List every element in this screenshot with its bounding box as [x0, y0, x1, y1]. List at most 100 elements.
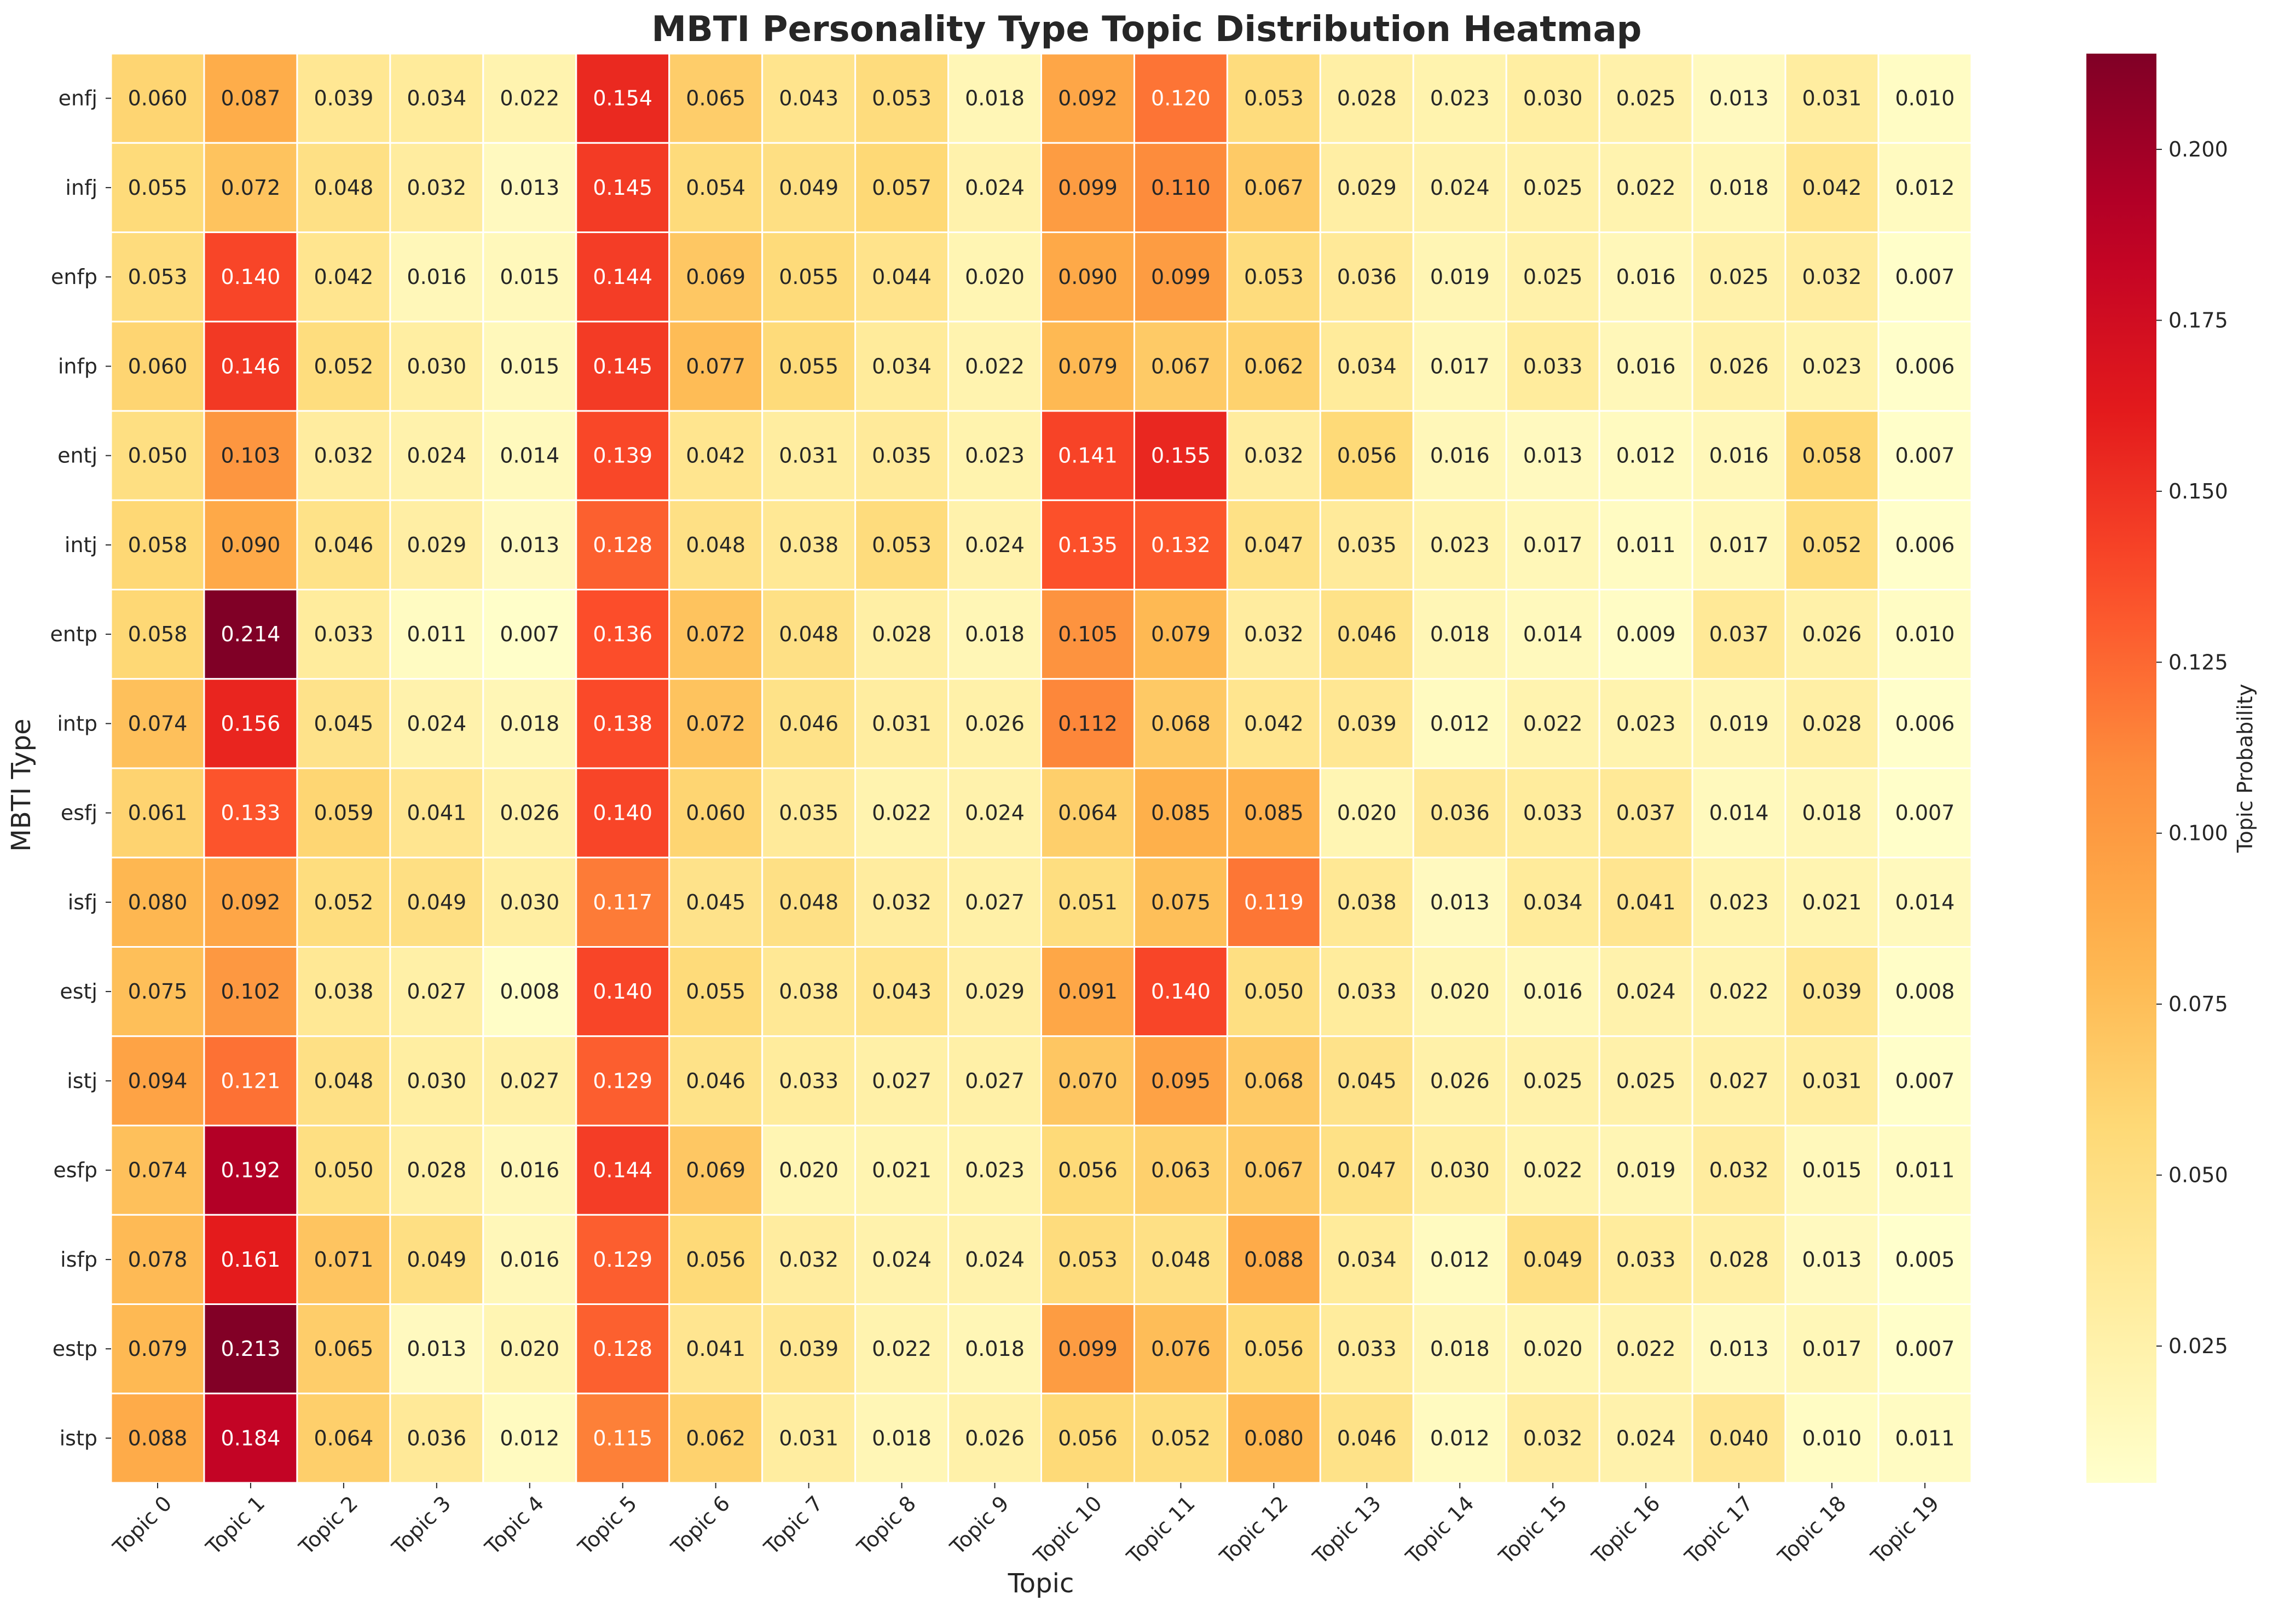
heatmap-cell [1598, 1035, 1693, 1127]
cell-value-label: 0.031 [779, 444, 838, 468]
cell-value-label: 0.038 [779, 979, 838, 1004]
cell-value-label: 0.128 [593, 533, 652, 557]
y-tick-label: isfp [60, 1248, 97, 1272]
cell-value-label: 0.017 [1802, 1337, 1862, 1361]
cell-value-label: 0.065 [686, 86, 745, 111]
heatmap-cell [110, 856, 205, 948]
cell-value-label: 0.013 [500, 533, 559, 557]
cell-value-label: 0.048 [314, 1069, 373, 1093]
cell-value-label: 0.025 [1616, 1069, 1676, 1093]
heatmap-cell [1226, 856, 1321, 948]
heatmap-cell [1877, 53, 1973, 144]
x-tick-label: Topic 16 [1587, 1491, 1664, 1569]
heatmap-cell [668, 678, 764, 769]
heatmap-cell [482, 1035, 577, 1127]
heatmap-cell [1412, 678, 1507, 769]
cell-value-label: 0.032 [1802, 265, 1862, 289]
cell-value-label: 0.140 [221, 265, 281, 289]
cell-value-label: 0.046 [1337, 622, 1397, 646]
cell-value-label: 0.028 [1337, 86, 1397, 111]
cell-value-label: 0.121 [221, 1069, 281, 1093]
heatmap-cell [1133, 1214, 1228, 1305]
heatmap-cell [1877, 1214, 1973, 1305]
heatmap-cell [575, 1124, 670, 1216]
cell-value-label: 0.016 [1616, 354, 1676, 378]
heatmap-cell [668, 410, 764, 501]
heatmap-cell [1877, 1393, 1973, 1484]
cell-value-label: 0.055 [686, 979, 745, 1004]
cell-value-label: 0.033 [1337, 979, 1397, 1004]
cell-value-label: 0.072 [221, 176, 281, 200]
cell-value-label: 0.030 [1523, 86, 1583, 111]
heatmap-cell [761, 142, 857, 233]
cell-value-label: 0.022 [872, 1337, 932, 1361]
cell-value-label: 0.026 [1802, 622, 1862, 646]
cell-value-label: 0.014 [1709, 801, 1769, 825]
x-tick-label: Topic 1 [201, 1491, 269, 1559]
cell-value-label: 0.020 [965, 265, 1025, 289]
cell-value-label: 0.039 [1802, 979, 1862, 1004]
cell-value-label: 0.041 [1616, 890, 1676, 914]
cell-value-label: 0.068 [1244, 1069, 1304, 1093]
heatmap-cell [761, 499, 857, 590]
cell-value-label: 0.090 [1058, 265, 1118, 289]
heatmap-cell [1319, 410, 1414, 501]
cell-value-label: 0.012 [1616, 444, 1676, 468]
cell-value-label: 0.022 [1523, 711, 1583, 735]
cell-value-label: 0.074 [128, 711, 188, 735]
heatmap-cell [668, 946, 764, 1037]
heatmap-cell [1319, 678, 1414, 769]
heatmap-cell [761, 321, 857, 412]
colorbar-tick-label: 0.200 [2168, 137, 2228, 161]
cell-value-label: 0.037 [1709, 622, 1769, 646]
cell-value-label: 0.014 [1523, 622, 1583, 646]
heatmap-cell [854, 1214, 950, 1305]
heatmap-cell [1598, 142, 1693, 233]
heatmap-cell [1598, 678, 1693, 769]
heatmap-cell [110, 1214, 205, 1305]
cell-value-label: 0.145 [593, 176, 652, 200]
cell-value-label: 0.006 [1895, 711, 1955, 735]
cell-value-label: 0.070 [1058, 1069, 1118, 1093]
cell-value-label: 0.013 [500, 176, 559, 200]
cell-value-label: 0.027 [965, 890, 1025, 914]
heatmap-cell [761, 53, 857, 144]
cell-value-label: 0.072 [686, 622, 745, 646]
heatmap-cell [668, 142, 764, 233]
cell-value-label: 0.038 [314, 979, 373, 1004]
cell-value-label: 0.016 [500, 1248, 559, 1272]
heatmap-cell [1505, 1035, 1600, 1127]
cell-value-label: 0.042 [314, 265, 373, 289]
heatmap-cell [296, 410, 391, 501]
heatmap-cell [1412, 231, 1507, 323]
heatmap-cell [761, 1303, 857, 1395]
heatmap-cell [482, 142, 577, 233]
y-tick-label: infp [58, 354, 97, 378]
cell-value-label: 0.140 [593, 801, 652, 825]
heatmap-cell [1226, 231, 1321, 323]
y-tick-label: intp [57, 711, 97, 735]
y-tick-label: enfj [59, 86, 97, 111]
heatmap-cell [1040, 678, 1135, 769]
heatmap-cell [1505, 767, 1600, 859]
cell-value-label: 0.041 [407, 801, 466, 825]
heatmap-cell [947, 946, 1043, 1037]
cell-value-label: 0.026 [1709, 354, 1769, 378]
cell-value-label: 0.024 [407, 711, 466, 735]
heatmap-cell [1691, 321, 1786, 412]
cell-value-label: 0.048 [779, 622, 838, 646]
heatmap-cell [1040, 856, 1135, 948]
heatmap-cell [1505, 856, 1600, 948]
cell-value-label: 0.075 [1151, 890, 1211, 914]
heatmap-cell [947, 231, 1043, 323]
heatmap-cells: 0.060 0.087 0.039 0.034 0.022 0.154 0.065 0.043… [110, 53, 1973, 1484]
cell-value-label: 0.050 [1244, 979, 1304, 1004]
cell-value-label: 0.014 [1895, 890, 1955, 914]
cell-value-label: 0.010 [1895, 86, 1955, 111]
cell-value-label: 0.039 [779, 1337, 838, 1361]
heatmap-cell [1505, 410, 1600, 501]
y-tick-label: isfj [68, 890, 97, 914]
y-tick-label: enfp [51, 265, 97, 289]
heatmap-cell [947, 53, 1043, 144]
cell-value-label: 0.007 [1895, 1069, 1955, 1093]
